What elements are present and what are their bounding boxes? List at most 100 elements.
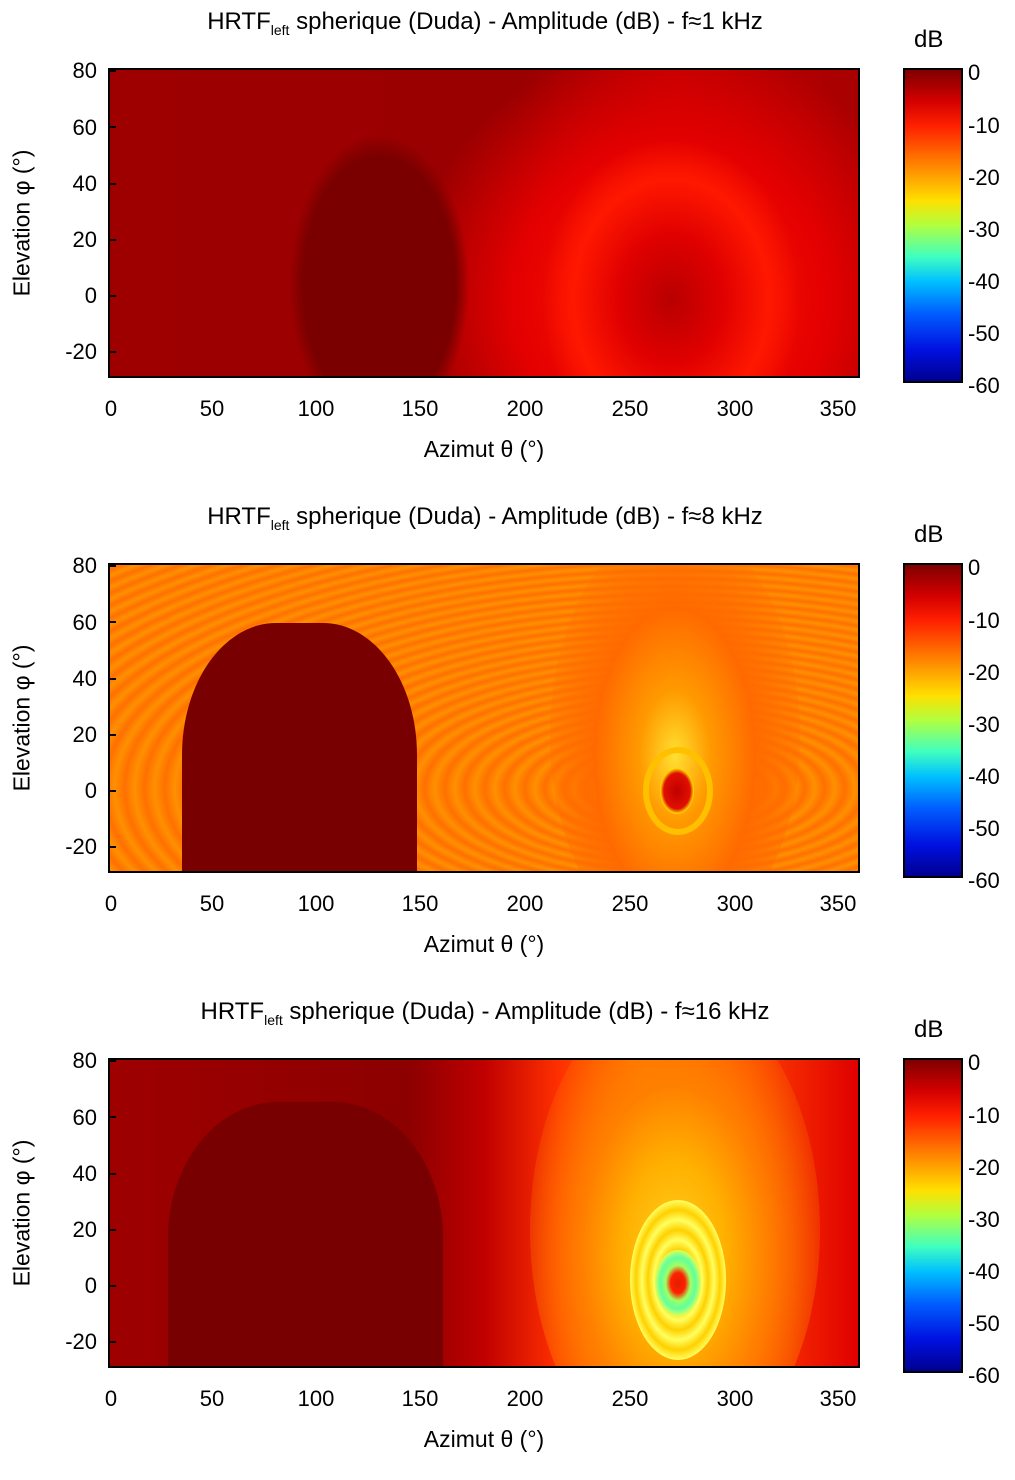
y-tick-label: 60 bbox=[72, 1105, 97, 1130]
colorbar-unit: dB bbox=[914, 26, 944, 53]
chart-panel-2: HRTFleft spherique (Duda) - Amplitude (d… bbox=[0, 495, 1015, 985]
x-tick-label: 350 bbox=[819, 891, 857, 916]
colorbar-tick-label: -30 bbox=[968, 217, 1000, 242]
x-tick-label: 350 bbox=[819, 1386, 857, 1411]
y-tick-label: 80 bbox=[72, 58, 97, 83]
y-tick-mark bbox=[108, 1173, 116, 1175]
y-tick-label: -20 bbox=[65, 1329, 97, 1354]
colorbar-tick-label: -60 bbox=[968, 373, 1000, 398]
y-tick-mark bbox=[108, 1229, 116, 1231]
y-tick-label: 40 bbox=[72, 1161, 97, 1186]
chart-title: HRTFleft spherique (Duda) - Amplitude (d… bbox=[0, 998, 970, 1028]
colorbar-tick-label: -40 bbox=[968, 269, 1000, 294]
x-tick-label: 50 bbox=[199, 1386, 225, 1411]
y-tick-label: 20 bbox=[72, 1217, 97, 1242]
title-subscript: left bbox=[264, 1011, 283, 1028]
ipsi-region bbox=[182, 623, 417, 871]
x-tick-label: 300 bbox=[716, 1386, 754, 1411]
x-axis-label: Azimut θ (°) bbox=[423, 436, 545, 462]
y-tick-mark bbox=[108, 846, 116, 848]
chart-title: HRTFleft spherique (Duda) - Amplitude (d… bbox=[0, 8, 970, 38]
colorbar-unit: dB bbox=[914, 521, 944, 548]
x-tick-label: 250 bbox=[611, 891, 649, 916]
y-tick-mark bbox=[108, 565, 116, 567]
y-tick-label: 40 bbox=[72, 666, 97, 691]
chart-title: HRTFleft spherique (Duda) - Amplitude (d… bbox=[0, 503, 970, 533]
x-tick-label: 0 bbox=[104, 891, 118, 916]
colorbar-tick-label: -10 bbox=[968, 1103, 1000, 1128]
heatmap-plot bbox=[108, 68, 860, 378]
y-tick-mark bbox=[108, 70, 116, 72]
y-tick-mark bbox=[108, 678, 116, 680]
colorbar-tick-label: -20 bbox=[968, 1155, 1000, 1180]
title-main: HRTF bbox=[200, 998, 265, 1025]
y-tick-mark bbox=[108, 1341, 116, 1343]
colorbar-tick-label: -30 bbox=[968, 1207, 1000, 1232]
y-tick-label: 60 bbox=[72, 115, 97, 140]
colorbar-tick-label: 0 bbox=[968, 60, 981, 85]
colorbar-tick-label: -20 bbox=[968, 165, 1000, 190]
x-tick-label: 200 bbox=[506, 396, 544, 421]
x-axis-label: Azimut θ (°) bbox=[423, 931, 545, 957]
y-tick-label: -20 bbox=[65, 834, 97, 859]
ipsi-region bbox=[168, 1102, 443, 1366]
y-tick-label: 20 bbox=[72, 227, 97, 252]
y-tick-label: 40 bbox=[72, 171, 97, 196]
x-tick-label: 300 bbox=[716, 891, 754, 916]
y-axis-label: Elevation φ (°) bbox=[8, 644, 35, 792]
colorbar-tick-label: -20 bbox=[968, 660, 1000, 685]
x-tick-label: 200 bbox=[506, 891, 544, 916]
contra-ring bbox=[643, 747, 713, 835]
contra-ring-inner bbox=[655, 1250, 701, 1316]
y-axis-label: Elevation φ (°) bbox=[8, 1139, 35, 1287]
colorbar-tick-label: -40 bbox=[968, 1259, 1000, 1284]
y-tick-mark bbox=[108, 126, 116, 128]
y-axis-label: Elevation φ (°) bbox=[8, 149, 35, 297]
colorbar-tick-label: -10 bbox=[968, 608, 1000, 633]
colorbar-tick-label: -50 bbox=[968, 816, 1000, 841]
title-main: HRTF bbox=[207, 503, 271, 530]
colorbar-tick-label: -60 bbox=[968, 868, 1000, 893]
y-tick-mark bbox=[108, 239, 116, 241]
x-tick-label: 150 bbox=[401, 396, 439, 421]
x-tick-label: 100 bbox=[297, 891, 335, 916]
x-tick-label: 200 bbox=[506, 1386, 544, 1411]
chart-panel-3: HRTFleft spherique (Duda) - Amplitude (d… bbox=[0, 990, 1015, 1480]
x-tick-label: 50 bbox=[199, 891, 225, 916]
x-tick-label: 150 bbox=[401, 1386, 439, 1411]
y-tick-mark bbox=[108, 621, 116, 623]
heatmap-field bbox=[110, 70, 858, 376]
title-rest: spherique (Duda) - Amplitude (dB) - f≈16… bbox=[282, 998, 770, 1025]
x-tick-label: 50 bbox=[199, 396, 225, 421]
title-subscript: left bbox=[270, 21, 290, 38]
y-tick-label: 80 bbox=[72, 553, 97, 578]
title-rest: spherique (Duda) - Amplitude (dB) - f≈8 … bbox=[289, 503, 763, 530]
colorbar-tick-label: -50 bbox=[968, 321, 1000, 346]
contra-center bbox=[660, 768, 694, 814]
colorbar-tick-label: -50 bbox=[968, 1311, 1000, 1336]
heatmap-plot bbox=[108, 563, 860, 873]
heatmap-plot bbox=[108, 1058, 860, 1368]
y-tick-mark bbox=[108, 1285, 116, 1287]
colorbar-tick-label: 0 bbox=[968, 1050, 981, 1075]
colorbar-tick-label: -10 bbox=[968, 113, 1000, 138]
x-tick-label: 250 bbox=[611, 396, 649, 421]
x-tick-label: 300 bbox=[716, 396, 754, 421]
colorbar bbox=[903, 563, 963, 878]
y-tick-label: 80 bbox=[72, 1048, 97, 1073]
title-subscript: left bbox=[270, 516, 290, 533]
colorbar-tick-label: -40 bbox=[968, 764, 1000, 789]
x-axis-label: Azimut θ (°) bbox=[423, 1426, 545, 1452]
y-tick-label: 0 bbox=[84, 778, 97, 803]
colorbar-tick-label: -30 bbox=[968, 712, 1000, 737]
x-tick-label: 250 bbox=[611, 1386, 649, 1411]
title-rest: spherique (Duda) - Amplitude (dB) - f≈1 … bbox=[289, 8, 763, 35]
colorbar bbox=[903, 68, 963, 383]
x-tick-label: 100 bbox=[297, 396, 335, 421]
y-tick-mark bbox=[108, 734, 116, 736]
title-main: HRTF bbox=[207, 8, 271, 35]
y-tick-mark bbox=[108, 351, 116, 353]
y-tick-mark bbox=[108, 1060, 116, 1062]
y-tick-label: 60 bbox=[72, 610, 97, 635]
y-tick-mark bbox=[108, 1116, 116, 1118]
